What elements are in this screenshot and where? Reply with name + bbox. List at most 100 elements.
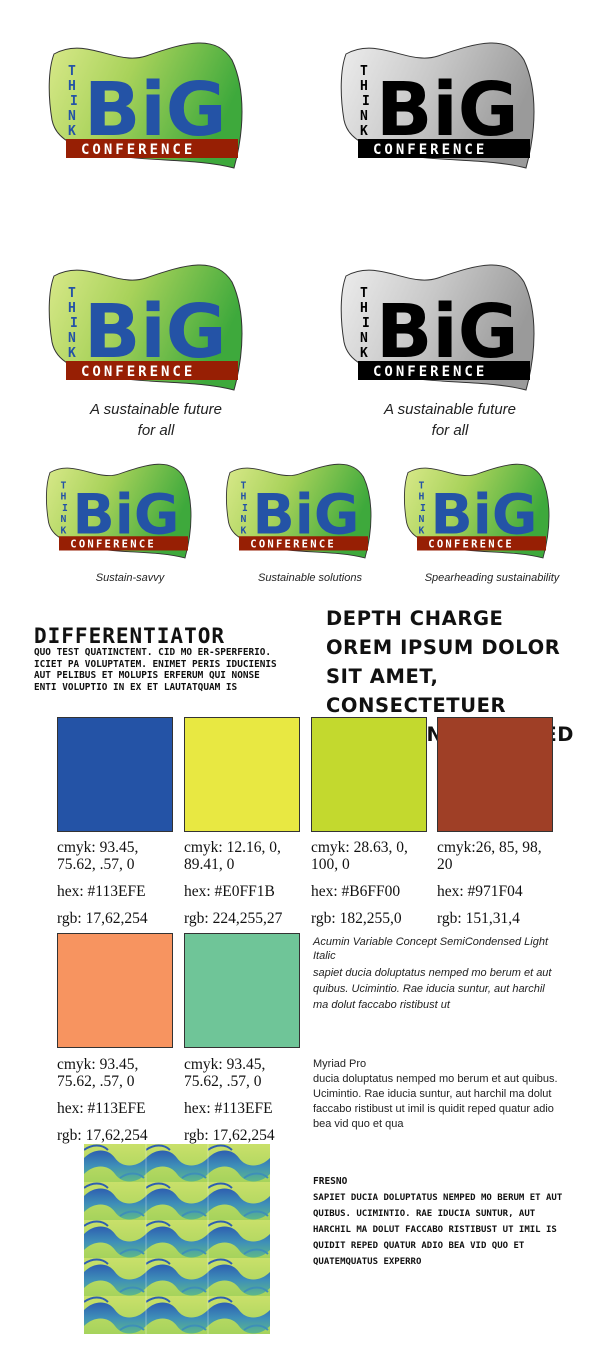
hex-value: hex: #113EFE (57, 883, 146, 900)
svg-text:K: K (61, 525, 67, 536)
logo-think-text: T H I N K (61, 480, 69, 536)
logo-think-text: T H I N K (68, 286, 78, 361)
svg-text:K: K (419, 525, 425, 536)
rgb-value: rgb: 224,255,27 (184, 910, 283, 927)
swatch-spec-1: cmyk: 93.45, 75.62, .57, 0 hex: #113EFE … (57, 839, 179, 927)
logo-large-color: BiG T H I N K CONFERENCE (46, 40, 246, 180)
swatch-spec-6: cmyk: 93.45, 75.62, .57, 0 hex: #113EFE … (184, 1056, 306, 1144)
svg-text:H: H (241, 492, 247, 503)
swatch-lime (311, 717, 427, 832)
logo-large-color-tagline: BiG T H I N K CONFERENCE (46, 262, 246, 402)
svg-text:I: I (242, 503, 248, 514)
svg-text:I: I (70, 94, 78, 109)
logo-think-text: T H I N K (360, 64, 370, 139)
svg-text:K: K (68, 346, 76, 361)
rgb-value: rgb: 17,62,254 (57, 910, 148, 927)
acumin-body: sapiet ducia doluptatus nemped mo berum … (313, 967, 552, 1011)
depth-title: DEPTH CHARGE (326, 607, 504, 630)
svg-text:N: N (61, 514, 67, 525)
differentiator-body: QUO TEST QUATINCTENT. CID MO ER-SPERFERI… (34, 647, 277, 693)
logo-think-text: T H I N K (360, 286, 370, 361)
rgb-value: rgb: 17,62,254 (57, 1127, 148, 1144)
cmyk-value: cmyk: 93.45, 75.62, .57, 0 (57, 1056, 139, 1090)
logo-think-text: T H I N K (68, 64, 78, 139)
hex-value: hex: #971F04 (437, 883, 523, 900)
tagline-small-2: Sustainable solutions (258, 572, 362, 584)
svg-text:N: N (68, 109, 76, 124)
swatch-brown (437, 717, 553, 832)
logo-big-text: BiG (84, 289, 227, 375)
rgb-value: rgb: 182,255,0 (311, 910, 402, 927)
logo-small-2: BiG T H I N K CONFERENCE (224, 462, 374, 567)
logo-think-text: T H I N K (241, 480, 249, 536)
swatch-spec-5: cmyk: 93.45, 75.62, .57, 0 hex: #113EFE … (57, 1056, 179, 1144)
cmyk-value: cmyk: 93.45, 75.62, .57, 0 (184, 1056, 266, 1090)
swatch-spec-3: cmyk: 28.63, 0, 100, 0 hex: #B6FF00 rgb:… (311, 839, 433, 927)
svg-text:H: H (61, 492, 67, 503)
logo-conference-text: CONFERENCE (373, 142, 487, 158)
svg-text:I: I (70, 316, 78, 331)
svg-text:K: K (241, 525, 247, 536)
svg-text:H: H (68, 301, 76, 316)
swatch-teal (184, 933, 300, 1048)
svg-text:I: I (62, 503, 68, 514)
rgb-value: rgb: 151,31,4 (437, 910, 520, 927)
svg-text:K: K (360, 124, 368, 139)
svg-text:N: N (241, 514, 247, 525)
svg-text:T: T (360, 286, 368, 301)
myriad-specimen: Myriad Pro ducia doluptatus nemped mo be… (313, 1057, 563, 1132)
logo-conference-text: CONFERENCE (81, 142, 195, 158)
tagline-line-1: A sustainable future (89, 401, 223, 418)
hex-value: hex: #113EFE (184, 1100, 273, 1117)
logo-conference-text: CONFERENCE (373, 364, 487, 380)
acumin-title: Acumin Variable Concept SemiCondensed Li… (313, 936, 549, 962)
logo-conference-text: CONFERENCE (81, 364, 195, 380)
swatch-spec-4: cmyk:26, 85, 98, 20 hex: #971F04 rgb: 15… (437, 839, 559, 927)
svg-text:K: K (68, 124, 76, 139)
logo-big-text: BiG (376, 67, 519, 153)
svg-text:N: N (68, 331, 76, 346)
differentiator-title: DIFFERENTIATOR (34, 624, 226, 648)
svg-text:T: T (241, 480, 247, 491)
cmyk-value: cmyk: 12.16, 0, 89.41, 0 (184, 839, 281, 873)
fresno-body: SAPIET DUCIA DOLUPTATUS NEMPED MO BERUM … (313, 1193, 563, 1267)
svg-text:H: H (360, 79, 368, 94)
svg-text:I: I (362, 94, 370, 109)
svg-text:T: T (68, 286, 76, 301)
logo-big-text: BiG (376, 289, 519, 375)
logo-small-3: BiG T H I N K CONFERENCE (402, 462, 552, 567)
logo-conference-text: CONFERENCE (250, 539, 336, 551)
tagline-line-2: for all (137, 422, 175, 439)
tagline-small-3: Spearheading sustainability (424, 572, 560, 584)
svg-text:I: I (362, 316, 370, 331)
svg-text:T: T (419, 480, 425, 491)
myriad-title: Myriad Pro (313, 1058, 367, 1070)
tagline-line-1: A sustainable future (383, 401, 517, 418)
hex-value: hex: #B6FF00 (311, 883, 401, 900)
logo-think-text: T H I N K (419, 480, 427, 536)
svg-text:T: T (61, 480, 67, 491)
svg-text:I: I (420, 503, 426, 514)
logo-large-bw-tagline: BiG T H I N K CONFERENCE (338, 262, 538, 402)
swatch-yellow (184, 717, 300, 832)
svg-text:H: H (360, 301, 368, 316)
svg-text:N: N (360, 331, 368, 346)
wave-pattern-swatch (84, 1144, 270, 1334)
svg-text:T: T (68, 64, 76, 79)
tagline-line-2: for all (431, 422, 469, 439)
svg-text:H: H (419, 492, 425, 503)
svg-text:K: K (360, 346, 368, 361)
logo-conference-text: CONFERENCE (428, 539, 514, 551)
logo-conference-text: CONFERENCE (70, 539, 156, 551)
swatch-orange (57, 933, 173, 1048)
tagline-large-bw: A sustainable future for all (370, 399, 530, 441)
cmyk-value: cmyk: 28.63, 0, 100, 0 (311, 839, 408, 873)
acumin-specimen: Acumin Variable Concept SemiCondensed Li… (313, 935, 561, 1013)
logo-small-1: BiG T H I N K CONFERENCE (44, 462, 194, 567)
cmyk-value: cmyk:26, 85, 98, 20 (437, 839, 542, 873)
logo-big-text: BiG (84, 67, 227, 153)
swatch-spec-2: cmyk: 12.16, 0, 89.41, 0 hex: #E0FF1B rg… (184, 839, 306, 927)
logo-large-bw: BiG T H I N K CONFERENCE (338, 40, 538, 180)
tagline-small-1: Sustain-savvy (95, 572, 165, 584)
svg-text:H: H (68, 79, 76, 94)
